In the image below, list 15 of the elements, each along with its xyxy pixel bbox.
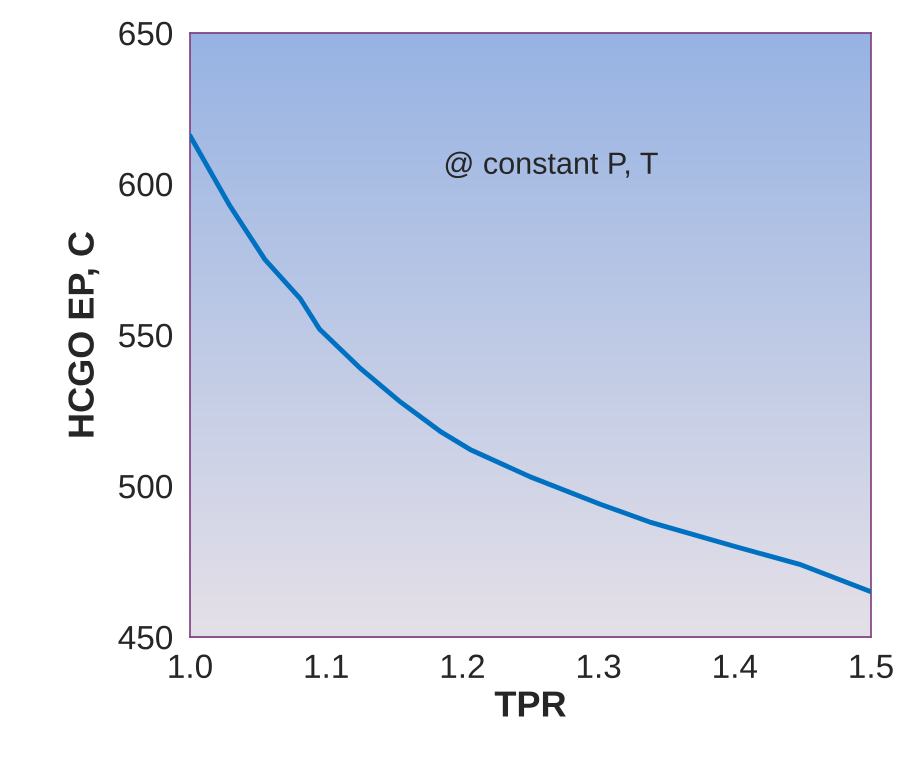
x-tick-label: 1.2	[442, 654, 484, 678]
y-tick-label: 500	[119, 474, 172, 498]
x-tick-label: 1.1	[306, 654, 348, 678]
y-tick-label: 550	[119, 324, 172, 348]
line-series	[190, 133, 871, 594]
x-tick-label: 1.4	[714, 654, 757, 678]
y-tick-label: 600	[119, 172, 172, 196]
y-axis-title: HCGO EP, C	[68, 232, 100, 437]
x-tick-label: 1.5	[850, 654, 893, 678]
y-tick-label: 450	[118, 626, 172, 650]
x-tick-label: 1.0	[169, 654, 212, 678]
annotation: @ constant P, T	[446, 152, 658, 178]
x-tick-label: 1.3	[578, 654, 620, 678]
y-tick-label: 650	[119, 22, 172, 46]
x-axis-title: TPR	[494, 692, 566, 716]
